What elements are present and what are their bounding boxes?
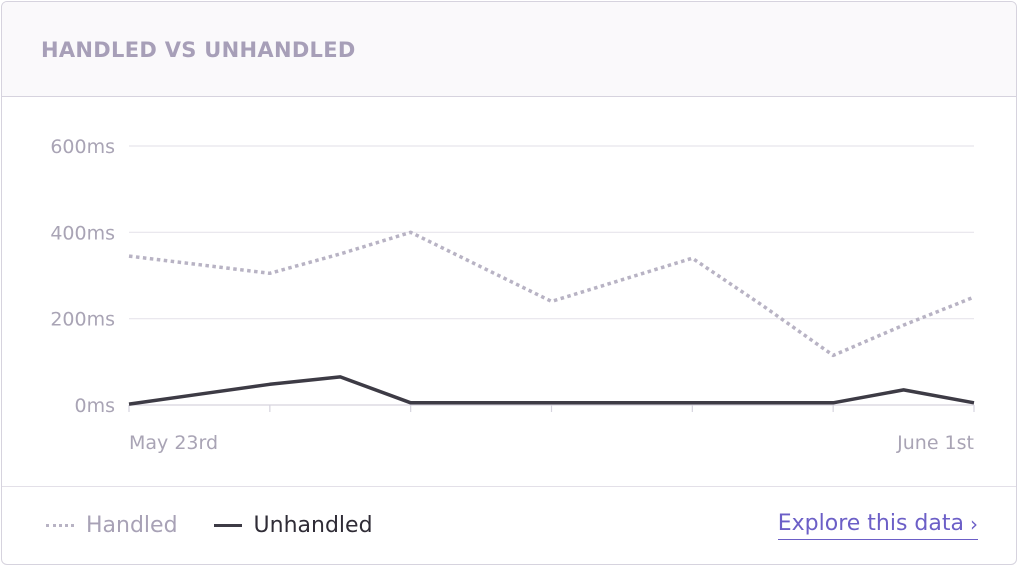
line-chart: 0ms 200ms 400ms 600ms May 23rd June 1st	[50, 136, 975, 454]
card-title: HANDLED VS UNHANDLED	[41, 38, 356, 62]
y-tick-label: 600ms	[50, 136, 115, 158]
card-footer: Handled Unhandled Explore this data ›	[2, 486, 1016, 564]
series-line-handled	[128, 230, 975, 358]
legend: Handled Unhandled	[46, 513, 409, 538]
y-tick-label: 200ms	[50, 309, 115, 331]
solid-line-swatch-icon	[213, 524, 242, 527]
y-tick-label: 0ms	[75, 395, 116, 417]
legend-item-handled: Handled	[46, 513, 178, 538]
chart-area: 0ms 200ms 400ms 600ms May 23rd June 1st	[2, 97, 1016, 487]
dotted-line-swatch-icon	[46, 524, 74, 527]
chevron-right-icon: ›	[970, 511, 978, 536]
legend-label-handled: Handled	[86, 513, 178, 538]
legend-item-unhandled: Unhandled	[213, 513, 373, 538]
series-line-unhandled	[128, 375, 975, 406]
card-header: HANDLED VS UNHANDLED	[2, 2, 1016, 97]
legend-label-unhandled: Unhandled	[253, 513, 373, 538]
explore-data-label: Explore this data	[777, 511, 964, 536]
explore-data-link[interactable]: Explore this data ›	[777, 511, 978, 540]
x-tick-label: May 23rd	[129, 432, 218, 454]
y-tick-label: 400ms	[50, 222, 115, 244]
x-tick-label: June 1st	[896, 432, 974, 454]
